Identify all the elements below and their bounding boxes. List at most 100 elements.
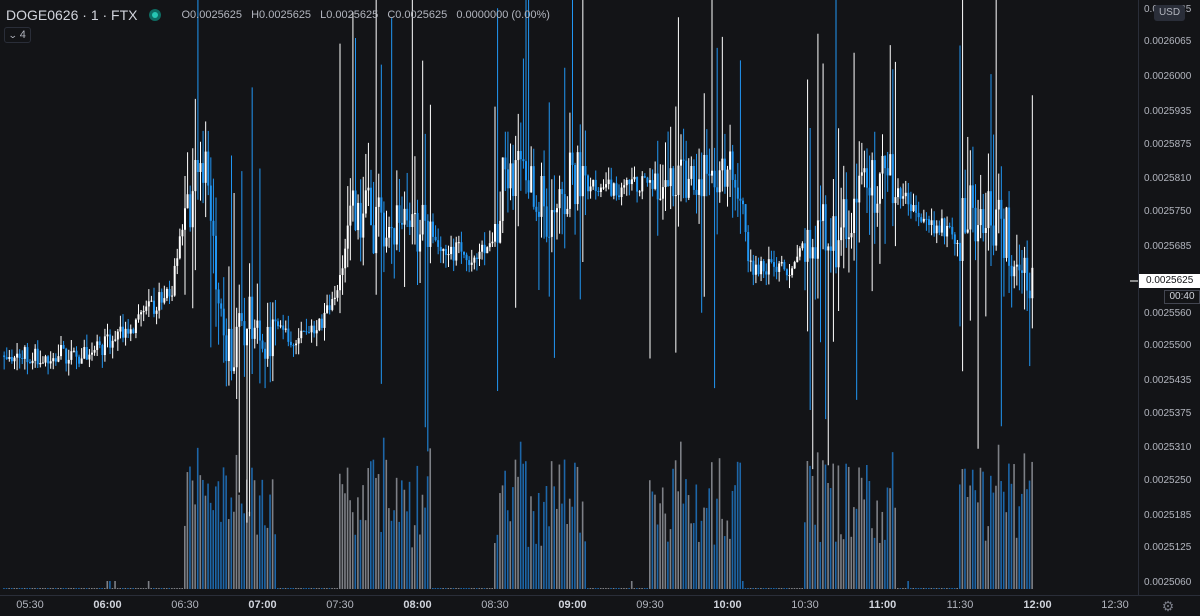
- candle-body: [780, 262, 783, 264]
- volume-bar: [987, 526, 990, 589]
- volume-bar: [915, 588, 917, 589]
- candle-body: [240, 313, 243, 322]
- currency-badge[interactable]: USD: [1154, 5, 1185, 21]
- candle-body: [581, 166, 584, 197]
- volume-bar: [305, 588, 308, 589]
- market-status-icon[interactable]: [149, 9, 162, 21]
- candle-body: [230, 328, 233, 372]
- volume-bar: [235, 454, 238, 589]
- volume-bar: [698, 541, 700, 589]
- candle-body: [52, 358, 55, 362]
- candle-body: [522, 159, 525, 162]
- volume-bar: [375, 477, 377, 589]
- volume-bar: [703, 507, 705, 589]
- volume-bar: [959, 484, 961, 589]
- candle-body: [341, 268, 344, 276]
- candle-body: [636, 176, 639, 192]
- volume-bar: [287, 588, 289, 589]
- candle-body: [894, 197, 897, 204]
- candle-body: [509, 163, 512, 189]
- volume-bar: [982, 471, 984, 589]
- candle-body: [271, 319, 274, 357]
- candle-body: [971, 185, 974, 208]
- volume-bar: [612, 588, 615, 589]
- volume-bar: [822, 460, 824, 589]
- gear-icon[interactable]: ⚙: [1161, 598, 1175, 614]
- indicators-toggle-button[interactable]: ⌄ 4: [4, 27, 31, 43]
- candle-body: [367, 187, 370, 191]
- volume-bar: [894, 507, 897, 589]
- volume-bar: [948, 588, 951, 589]
- candle-body: [649, 180, 651, 183]
- volume-bar: [881, 511, 884, 589]
- candle-body: [313, 325, 316, 334]
- candle-body: [943, 218, 946, 237]
- time-tick-label: 08:30: [481, 599, 509, 611]
- candle-body: [576, 152, 579, 205]
- volume-bar: [181, 588, 184, 589]
- candle-body: [18, 353, 21, 358]
- candle-body: [116, 331, 119, 340]
- volume-bar: [465, 588, 468, 589]
- volume-bar: [602, 588, 605, 589]
- candle-body: [178, 236, 181, 259]
- volume-bar: [233, 511, 235, 589]
- volume-bar: [34, 588, 36, 589]
- volume-bar: [886, 487, 889, 589]
- candle-body: [494, 224, 496, 242]
- candle-body: [93, 349, 96, 353]
- candle-body: [796, 256, 799, 263]
- volume-bar: [282, 588, 284, 589]
- candle-body: [320, 318, 323, 328]
- volume-bar: [215, 486, 217, 589]
- candle-body: [67, 359, 70, 364]
- candle-body: [142, 310, 145, 313]
- volume-bar: [178, 588, 181, 589]
- volume-bar: [258, 495, 261, 589]
- candle-body: [328, 305, 331, 310]
- candle-body: [548, 236, 551, 238]
- volume-bar: [388, 508, 390, 589]
- volume-bar: [1023, 453, 1026, 589]
- volume-bar: [114, 581, 116, 589]
- volume-bar: [88, 588, 91, 589]
- volume-bar: [251, 467, 253, 589]
- volume-bar: [628, 588, 630, 589]
- candle-body: [587, 175, 589, 192]
- candle-body: [773, 262, 775, 267]
- volume-bar: [646, 588, 649, 589]
- time-tick-label: 07:30: [326, 599, 354, 611]
- candle-body: [1031, 267, 1034, 299]
- volume-bar: [359, 519, 362, 589]
- candle-body: [279, 325, 282, 327]
- candle-body: [5, 357, 8, 360]
- candle-body: [295, 343, 298, 346]
- time-tick-label: 09:00: [558, 599, 587, 611]
- volume-bar: [158, 588, 160, 589]
- candle-body: [749, 260, 752, 262]
- volume-bar: [558, 464, 561, 589]
- candle-body: [801, 243, 804, 249]
- candle-body: [354, 190, 357, 231]
- time-tick-label: 09:30: [636, 599, 664, 611]
- candle-body: [809, 229, 812, 259]
- candle-body: [70, 351, 73, 360]
- volume-bar: [711, 462, 713, 589]
- candle-body: [938, 225, 941, 233]
- symbol-title[interactable]: DOGE0626 · 1 · FTX: [6, 7, 138, 23]
- volume-bar: [390, 520, 393, 589]
- volume-bar: [677, 491, 680, 589]
- volume-bar: [295, 588, 297, 589]
- candle-body: [527, 180, 530, 193]
- volume-bar: [310, 588, 313, 589]
- volume-bar: [537, 492, 540, 589]
- candle-body: [429, 221, 432, 247]
- candle-body: [398, 205, 401, 223]
- candle-body: [977, 225, 980, 242]
- time-tick-label: 11:30: [946, 599, 974, 611]
- volume-bar: [649, 480, 651, 589]
- candle-body: [995, 209, 998, 246]
- volume-bar: [607, 588, 610, 589]
- candle-body: [530, 166, 533, 193]
